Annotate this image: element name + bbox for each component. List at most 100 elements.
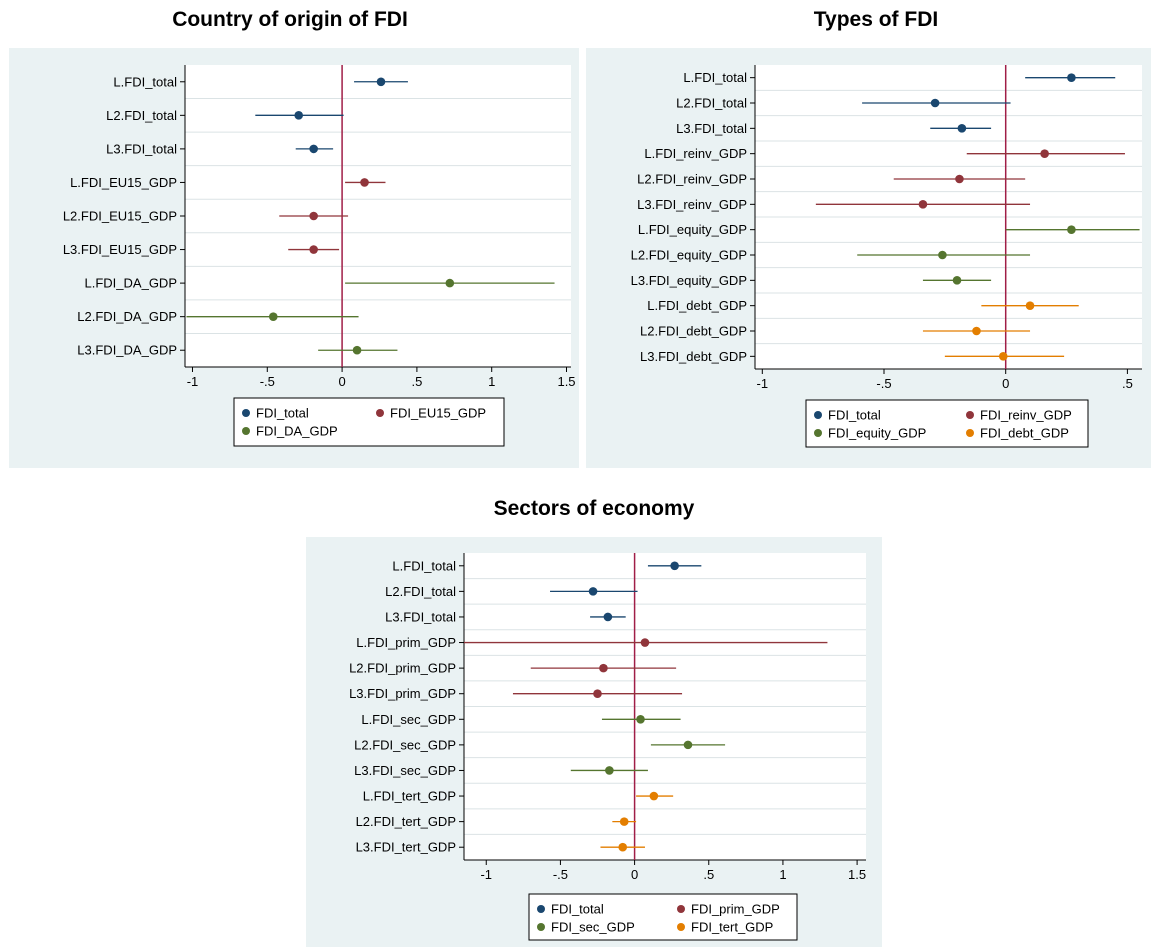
point-estimate [618, 842, 628, 852]
y-tick-label: L3.FDI_total [385, 609, 456, 624]
point-estimate [670, 561, 679, 571]
legend-box [805, 399, 1089, 448]
legend-marker [376, 409, 384, 417]
panel-title-types-of-fdi: Types of FDI [813, 8, 939, 31]
legend-label: FDI_EU15_GDP [390, 406, 486, 421]
y-tick-label: L.FDI_total [683, 70, 747, 85]
y-tick-label: L2.FDI_DA_GDP [77, 309, 177, 324]
point-estimate [603, 612, 613, 622]
point-estimate [268, 312, 278, 321]
point-estimate [957, 124, 967, 133]
point-estimate [588, 587, 598, 596]
point-estimate [972, 326, 981, 336]
point-estimate [619, 817, 629, 826]
x-tick-label: 1.5 [848, 867, 866, 882]
y-tick-label: L2.FDI_equity_GDP [631, 248, 747, 263]
y-tick-label: L2.FDI_sec_GDP [354, 737, 456, 752]
legend-label: FDI_prim_GDP [691, 902, 780, 917]
x-tick-label: 1 [488, 374, 495, 389]
legend-box [528, 893, 798, 941]
x-tick-label: 0 [631, 867, 638, 882]
x-tick-label: -1 [480, 867, 492, 882]
y-tick-label: L3.FDI_tert_GDP [356, 840, 456, 855]
y-tick-label: L.FDI_debt_GDP [647, 298, 747, 313]
point-estimate [1040, 149, 1049, 158]
y-tick-label: L.FDI_DA_GDP [85, 276, 177, 291]
legend-label: FDI_debt_GDP [980, 426, 1069, 441]
y-tick-label: L.FDI_reinv_GDP [644, 146, 747, 161]
point-estimate [605, 766, 614, 775]
x-tick-label: -.5 [260, 374, 275, 389]
point-estimate [593, 689, 602, 699]
y-tick-label: L3.FDI_equity_GDP [631, 273, 747, 288]
y-tick-label: L.FDI_EU15_GDP [70, 175, 177, 190]
point-estimate [309, 211, 318, 221]
legend-label: FDI_total [256, 406, 309, 421]
legend-marker [814, 429, 822, 437]
y-tick-label: L3.FDI_DA_GDP [77, 343, 177, 358]
legend-marker [677, 923, 685, 931]
y-tick-label: L2.FDI_reinv_GDP [637, 172, 747, 187]
legend-label: FDI_sec_GDP [551, 920, 635, 935]
legend-label: FDI_total [551, 902, 604, 917]
y-tick-label: L.FDI_total [392, 558, 456, 573]
x-tick-label: 1.5 [557, 374, 575, 389]
point-estimate [640, 638, 650, 647]
legend-marker [966, 429, 974, 437]
point-estimate [649, 791, 659, 801]
y-tick-label: L.FDI_sec_GDP [361, 712, 456, 727]
y-tick-label: L.FDI_total [113, 74, 177, 89]
point-estimate [1067, 225, 1076, 234]
x-tick-label: -.5 [553, 867, 568, 882]
y-tick-label: L.FDI_equity_GDP [638, 222, 747, 237]
y-tick-label: L2.FDI_prim_GDP [349, 661, 456, 676]
y-tick-label: L2.FDI_total [106, 108, 177, 123]
point-estimate [683, 740, 693, 750]
y-tick-label: L3.FDI_total [676, 121, 747, 136]
point-estimate [998, 352, 1008, 361]
x-tick-label: -1 [187, 374, 199, 389]
point-estimate [1025, 301, 1035, 310]
legend-box [233, 397, 505, 447]
legend-label: FDI_equity_GDP [828, 426, 926, 441]
y-tick-label: L2.FDI_debt_GDP [640, 324, 747, 339]
legend-marker [242, 427, 250, 435]
legend-marker [677, 905, 685, 913]
point-estimate [636, 714, 645, 724]
legend-marker [966, 411, 974, 419]
x-tick-label: 1 [779, 867, 786, 882]
panel-title-sectors-of-economy: Sectors of economy [493, 497, 695, 520]
point-estimate [376, 77, 386, 87]
y-tick-label: L.FDI_prim_GDP [356, 635, 456, 650]
point-estimate [309, 144, 318, 154]
y-tick-label: L3.FDI_EU15_GDP [63, 242, 177, 257]
legend-label: FDI_tert_GDP [691, 920, 773, 935]
point-estimate [360, 178, 369, 187]
legend-marker [537, 905, 545, 913]
point-estimate [445, 278, 455, 288]
y-tick-label: L3.FDI_reinv_GDP [637, 197, 747, 212]
point-estimate [955, 174, 964, 184]
x-tick-label: .5 [703, 867, 714, 882]
point-estimate [294, 111, 304, 120]
legend-label: FDI_total [828, 408, 881, 423]
legend-label: FDI_DA_GDP [256, 424, 338, 439]
y-tick-label: L3.FDI_sec_GDP [354, 763, 456, 778]
x-tick-label: -1 [757, 376, 769, 391]
point-estimate [309, 245, 318, 254]
legend-marker [537, 923, 545, 931]
point-estimate [599, 663, 608, 673]
y-tick-label: L.FDI_tert_GDP [363, 789, 456, 804]
x-tick-label: 0 [1002, 376, 1009, 391]
y-tick-label: L2.FDI_tert_GDP [356, 814, 456, 829]
point-estimate [930, 98, 940, 108]
point-estimate [952, 276, 962, 285]
legend-label: FDI_reinv_GDP [980, 408, 1072, 423]
panel-title-country-of-origin: Country of origin of FDI [172, 8, 408, 31]
legend-marker [242, 409, 250, 417]
point-estimate [352, 345, 362, 355]
y-tick-label: L2.FDI_total [676, 96, 747, 111]
x-tick-label: .5 [1122, 376, 1133, 391]
y-tick-label: L2.FDI_EU15_GDP [63, 209, 177, 224]
